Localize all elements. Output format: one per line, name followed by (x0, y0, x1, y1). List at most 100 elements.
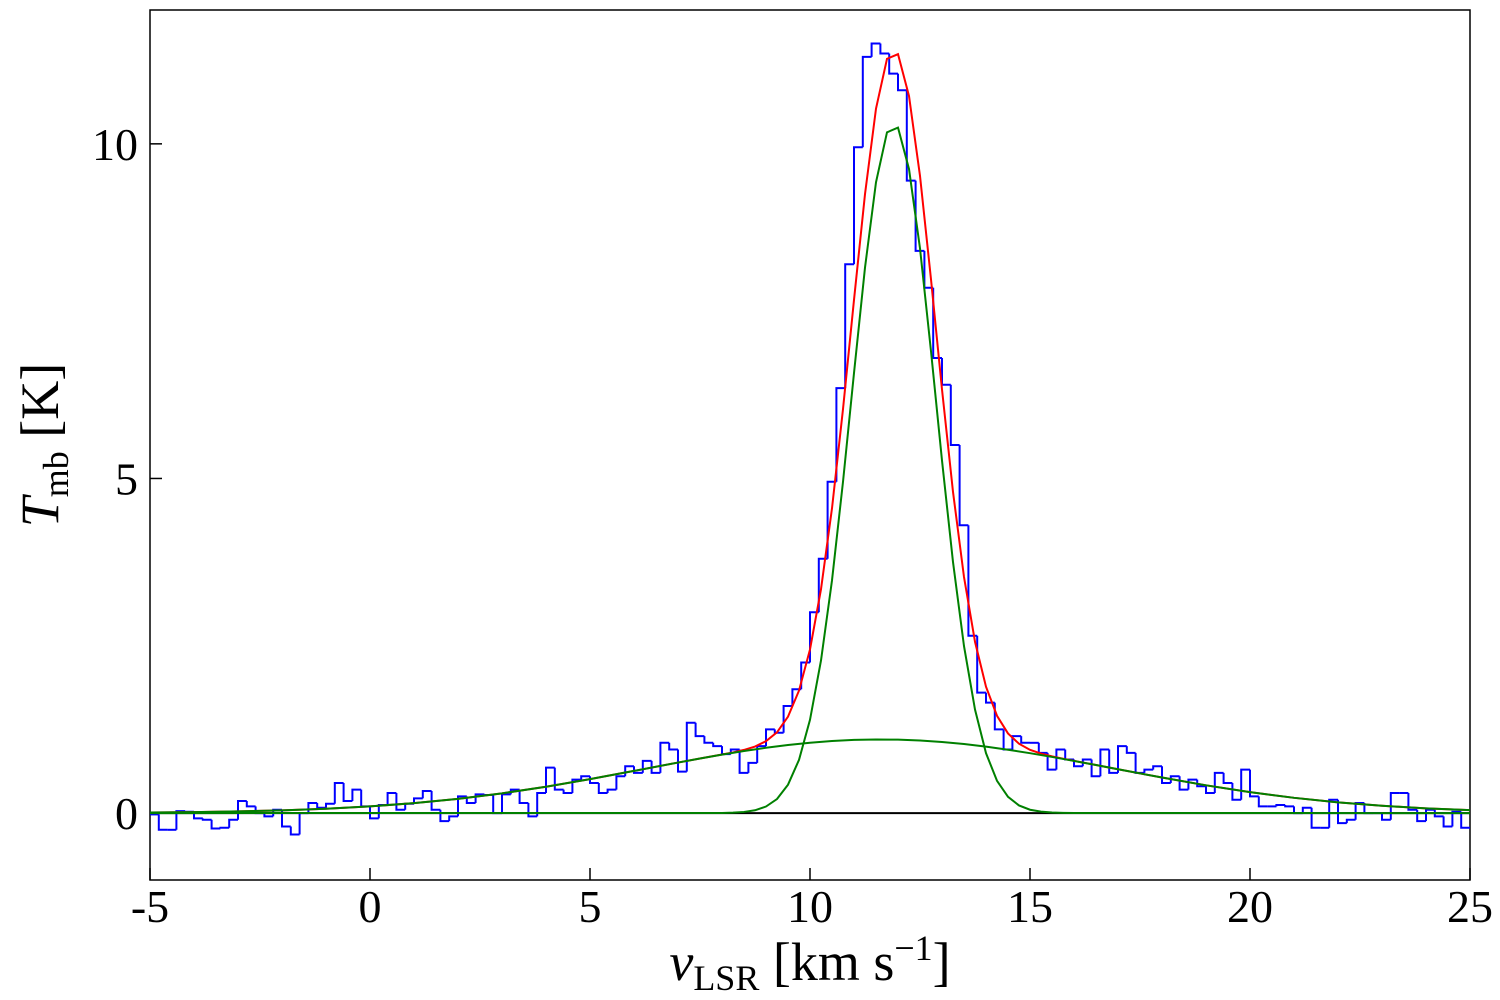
spectrum-step (747, 761, 758, 773)
x-label-part: [km s (759, 932, 894, 992)
spectrum-step (1354, 802, 1365, 820)
spectrum-step (175, 810, 186, 830)
spectrum-step (897, 73, 907, 92)
spectrum-step (413, 797, 423, 804)
spectrum-step (386, 792, 397, 806)
spectrum-step (905, 90, 916, 182)
spectrum-step (1310, 807, 1321, 829)
spectrum-step (888, 53, 898, 75)
spectrum-step (1257, 796, 1268, 808)
spectrum-step (210, 819, 221, 830)
x-label-part: v (669, 932, 693, 992)
spectrum-step (633, 766, 643, 774)
spectrum-step (650, 760, 661, 774)
spectrum-step (333, 781, 344, 804)
spectrum-step (1196, 779, 1206, 788)
spectrum-step (1081, 758, 1092, 767)
spectrum-step (853, 146, 863, 265)
y-label-part: mb (36, 451, 76, 497)
spectrum-step (1117, 745, 1127, 773)
spectrum-step (861, 55, 872, 148)
spectrum-step (958, 445, 969, 527)
spectrum-step (949, 384, 960, 446)
spectrum-step (1090, 759, 1101, 778)
spectrum-step (518, 789, 529, 805)
spectrum-step (1222, 772, 1233, 784)
spectrum-step (1037, 742, 1048, 754)
spectrum-step (1345, 818, 1356, 824)
spectrum-step (527, 803, 538, 818)
spectrum-step (536, 792, 546, 817)
spectrum-step (914, 180, 925, 252)
spectrum-step (377, 804, 388, 819)
spectrum-step (395, 793, 406, 811)
x-tick-label: 15 (1007, 881, 1053, 932)
spectrum-step (1108, 749, 1118, 774)
fit-curve (150, 52, 1470, 814)
spectrum-step (870, 42, 881, 57)
spectrum-step (1451, 810, 1462, 827)
spectrum-step (685, 721, 696, 772)
spectrum-step (1125, 746, 1136, 754)
spectrum-step (545, 766, 555, 793)
spectrum-step (157, 814, 168, 831)
x-label-part: LSR (693, 958, 759, 998)
spectrum-step (1011, 735, 1022, 750)
spectrum-step (1249, 769, 1259, 798)
spectrum-step (448, 815, 458, 822)
spectrum-step (703, 736, 714, 744)
y-tick-label: 0 (115, 788, 138, 839)
spectrum-step (1161, 766, 1171, 784)
x-label-part: ] (933, 932, 951, 992)
spectrum-step (738, 749, 749, 774)
spectrum-step (580, 775, 590, 780)
spectrum-step (281, 809, 291, 828)
spectrum-step (694, 722, 705, 738)
spectrum-step (668, 742, 678, 751)
spectrum-step (1169, 775, 1180, 783)
spectrum-step (307, 802, 318, 814)
x-tick-label: 10 (787, 881, 833, 932)
spectrum-step (1187, 778, 1198, 790)
spectrum-step (228, 818, 238, 828)
spectrum-step (677, 749, 687, 773)
spectrum-step (219, 826, 230, 829)
spectrum-step (1284, 805, 1294, 808)
spectrum-step (606, 788, 617, 793)
spectrum-step (245, 801, 256, 808)
x-axis-label: vLSR [km s−1] (669, 928, 950, 998)
spectrum-step (1433, 809, 1444, 818)
spectrum-step (1328, 798, 1338, 828)
spectrum-step (474, 793, 485, 804)
y-tick-label: 5 (115, 453, 138, 504)
spectrum-step (615, 775, 626, 790)
spectrum-step (263, 813, 274, 818)
spectrum-step (369, 806, 379, 820)
spectrum-step (659, 741, 670, 773)
spectrum-step (1337, 799, 1347, 825)
spectrum-step (316, 803, 326, 809)
spectrum-step (501, 793, 511, 814)
spectrum-step (492, 795, 502, 815)
y-label-part: [K] (10, 363, 70, 451)
x-tick-label: 5 (579, 881, 602, 932)
spectrum-step (597, 782, 608, 794)
spectrum-step (1460, 811, 1470, 829)
spectrum-step (1381, 813, 1391, 821)
x-tick-label: 25 (1447, 881, 1493, 932)
spectrum-step (1055, 748, 1066, 770)
spectrum-step (1099, 748, 1110, 777)
spectrum-step (773, 729, 784, 734)
spectrum-step (351, 788, 362, 802)
x-tick-label: 20 (1227, 881, 1273, 932)
spectrum-step (1020, 736, 1030, 744)
spectrum-step (553, 767, 564, 791)
spectrum-step (289, 826, 300, 836)
spectrum-step (1301, 806, 1312, 814)
spectrum-step (712, 742, 722, 748)
spectrum-step (844, 263, 854, 389)
spectrum-step (1275, 804, 1286, 807)
spectrum-step (1389, 792, 1400, 820)
spectrum-step (430, 790, 441, 811)
